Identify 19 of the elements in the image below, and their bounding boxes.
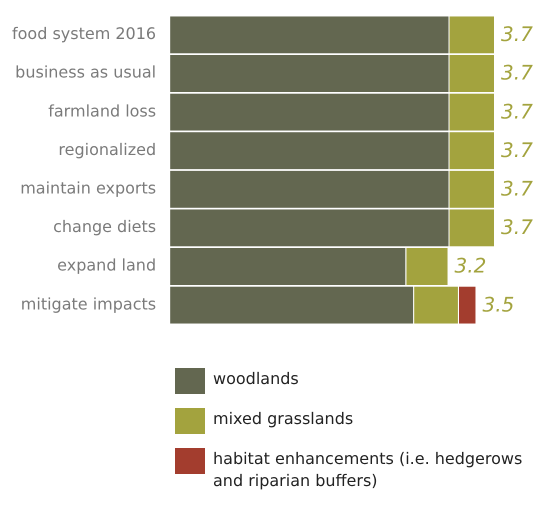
annotation: 3.7 [501, 138, 534, 162]
y-tick-label: change diets [53, 217, 156, 236]
annotation: 3.7 [501, 99, 534, 124]
y-tick-label: farmland loss [48, 101, 156, 120]
y-tick-label: expand land [57, 256, 156, 275]
y-tick-label: mitigate impacts [20, 294, 156, 314]
legend-label: woodlands [213, 368, 299, 390]
annotation: 3.7 [501, 60, 534, 85]
annotation: 3.7 [501, 22, 534, 46]
annotation: 3.7 [501, 176, 534, 201]
y-tick-label: maintain exports [20, 178, 156, 198]
y-tick-label: regionalized [58, 140, 156, 159]
annotation: 3.5 [482, 292, 514, 316]
legend-label: habitat enhancements (i.e. hedgerows and riparian buffers) [213, 448, 524, 492]
annotation: 3.7 [501, 215, 534, 240]
legend-label: mixed grasslands [213, 408, 354, 430]
annotation: 3.2 [454, 254, 486, 278]
y-tick-label: food system 2016 [12, 24, 156, 44]
y-tick-label: business as usual [15, 62, 156, 82]
